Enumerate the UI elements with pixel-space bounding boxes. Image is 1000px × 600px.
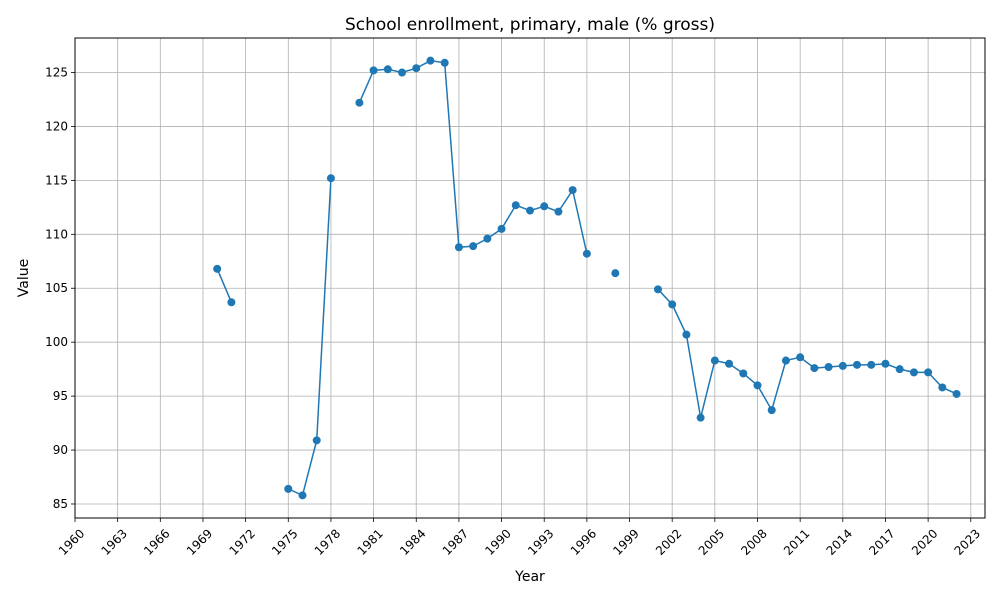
data-point (213, 264, 222, 273)
data-point (412, 64, 421, 73)
data-point (454, 243, 463, 252)
data-point (298, 491, 307, 500)
data-point (767, 406, 776, 415)
data-point (810, 364, 819, 373)
data-point (682, 330, 691, 339)
data-point (284, 484, 293, 493)
grid (74, 38, 985, 518)
y-tick-label: 85 (53, 497, 68, 511)
chart-title: School enrollment, primary, male (% gros… (345, 15, 715, 35)
y-axis-label: Value (16, 259, 32, 297)
data-point (938, 383, 947, 392)
data-point (824, 362, 833, 371)
series-line-segment (216, 268, 233, 303)
y-tick-label: 120 (45, 119, 68, 133)
y-tick-label: 90 (53, 443, 68, 457)
y-tick-label: 105 (45, 281, 68, 295)
data-point (540, 202, 549, 211)
series-markers (213, 56, 961, 500)
x-axis-label: Year (514, 569, 545, 585)
data-point (355, 98, 364, 107)
y-tick-label: 115 (45, 173, 68, 187)
series-line-segment (657, 288, 957, 418)
y-tick-label: 95 (53, 389, 68, 403)
data-point (582, 249, 591, 258)
data-point (440, 58, 449, 67)
data-point (526, 206, 534, 215)
data-point (483, 234, 492, 243)
data-point (725, 359, 734, 368)
data-point (227, 298, 236, 307)
data-point (326, 174, 335, 183)
data-point (867, 360, 876, 369)
data-point (696, 413, 705, 422)
y-tick-label: 100 (45, 335, 68, 349)
y-axis-ticks: 85 90 95 100 105 110 115 120 125 (45, 66, 75, 511)
data-point (909, 368, 918, 377)
data-point (668, 300, 677, 309)
data-point (383, 65, 392, 74)
data-point (511, 201, 520, 210)
data-point (497, 224, 506, 233)
data-point (881, 359, 890, 368)
data-point (568, 186, 577, 195)
data-point (554, 207, 563, 216)
data-point (369, 66, 378, 75)
data-point (838, 361, 847, 370)
data-point (853, 360, 862, 369)
y-tick-label: 125 (45, 66, 68, 80)
plot-frame (74, 37, 986, 519)
data-point (781, 356, 790, 365)
data-point (426, 56, 435, 65)
data-point (398, 68, 407, 77)
data-point (312, 436, 321, 445)
data-point (710, 356, 719, 365)
data-point (611, 269, 620, 278)
data-point (924, 368, 933, 377)
data-point (653, 285, 662, 294)
data-point (952, 389, 961, 398)
data-point (739, 369, 748, 378)
y-tick-label: 110 (45, 227, 68, 241)
data-point (895, 365, 904, 374)
data-point (753, 381, 762, 390)
data-point (469, 242, 478, 251)
series-line-segment (287, 178, 332, 497)
data-point (796, 353, 805, 362)
